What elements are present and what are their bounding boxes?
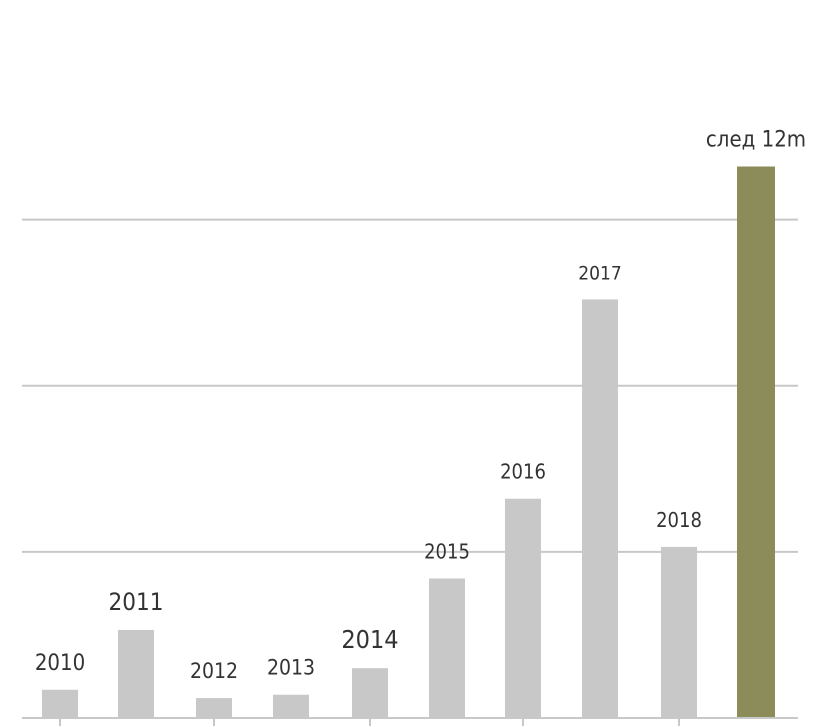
bar-label-2014: 2014 [341,625,398,654]
bar-label-след-12m: след 12m [706,128,806,153]
bar-label-2016: 2016 [500,460,546,484]
bar-label-2018: 2018 [656,508,702,532]
bar-label-2015: 2015 [424,539,470,563]
bar-labels: 2010 2011 2012 2013 2014 2015 2016 2017 2018 след… [35,128,806,684]
bar-2016 [505,498,541,718]
bars [42,166,775,718]
bar-label-2012: 2012 [190,659,238,683]
bar-label-2010: 2010 [35,651,85,676]
bar-след-12m [737,166,775,718]
bar-2011 [118,629,154,718]
bar-label-2017: 2017 [578,262,622,284]
bar-2012 [196,698,232,718]
bar-2015 [429,578,465,718]
bar-label-2011: 2011 [109,588,164,616]
bar-2010 [42,689,78,718]
bar-2014 [352,668,388,718]
bar-2017 [582,299,618,718]
bar-2013 [273,694,309,718]
bar-2018 [661,546,697,718]
gridlines [22,218,798,553]
bar-label-2013: 2013 [267,656,315,680]
x-axis [22,717,798,726]
